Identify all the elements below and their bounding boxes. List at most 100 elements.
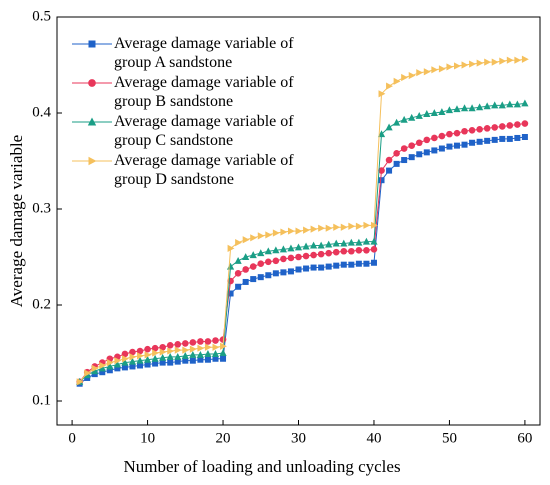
marker — [362, 237, 371, 245]
marker — [483, 125, 491, 132]
marker — [272, 229, 280, 237]
marker — [219, 349, 227, 356]
marker — [226, 262, 235, 270]
marker — [287, 254, 295, 262]
marker — [189, 339, 197, 346]
marker — [415, 139, 423, 147]
y-tick-label: 0.1 — [32, 392, 51, 408]
marker — [386, 167, 393, 174]
marker — [204, 343, 212, 351]
marker — [332, 239, 340, 247]
marker — [370, 259, 377, 266]
marker — [483, 102, 491, 110]
marker — [151, 344, 159, 352]
marker — [91, 367, 99, 375]
legend-item: Average damage variable of group A sands… — [70, 34, 314, 72]
marker — [181, 340, 189, 347]
marker — [393, 77, 401, 85]
marker — [137, 362, 144, 369]
marker — [166, 352, 174, 360]
marker — [242, 253, 250, 260]
marker — [506, 100, 514, 108]
marker — [287, 268, 294, 275]
marker — [378, 90, 386, 98]
marker — [204, 338, 212, 345]
marker — [378, 177, 385, 184]
marker — [212, 337, 219, 344]
marker — [129, 348, 136, 356]
marker — [235, 239, 243, 247]
marker — [114, 365, 121, 372]
marker — [385, 156, 393, 164]
marker — [295, 227, 303, 235]
marker — [189, 345, 197, 353]
marker — [438, 108, 446, 116]
marker — [348, 261, 355, 268]
marker — [280, 269, 287, 276]
marker — [174, 358, 181, 365]
marker — [159, 353, 167, 361]
marker — [370, 246, 378, 253]
marker — [121, 358, 129, 366]
marker — [294, 243, 303, 251]
marker — [151, 354, 159, 362]
marker — [491, 101, 499, 109]
marker — [521, 134, 528, 140]
marker — [468, 104, 476, 112]
legend-label: Average damage variable of group A sands… — [114, 35, 294, 71]
y-axis-label: Average damage variable — [7, 135, 26, 307]
marker — [280, 228, 288, 236]
x-tick-label: 50 — [442, 430, 457, 446]
marker — [430, 109, 438, 116]
marker — [189, 357, 196, 364]
marker — [469, 139, 476, 146]
legend-item: Average damage variable of group B sands… — [70, 73, 314, 111]
marker — [250, 276, 257, 283]
marker — [257, 274, 264, 281]
marker — [476, 103, 484, 111]
marker — [401, 157, 408, 164]
marker — [431, 147, 438, 154]
marker — [272, 257, 280, 265]
marker — [317, 250, 325, 258]
marker — [182, 346, 190, 354]
marker — [265, 272, 272, 279]
marker — [189, 351, 197, 358]
marker — [211, 350, 220, 357]
marker — [514, 56, 522, 64]
marker — [318, 264, 325, 271]
marker — [416, 69, 424, 77]
marker — [227, 244, 235, 252]
marker — [476, 59, 484, 67]
marker — [423, 136, 431, 144]
marker — [499, 57, 507, 65]
marker — [220, 355, 227, 362]
marker — [234, 256, 242, 264]
marker — [453, 105, 461, 113]
marker — [204, 350, 212, 357]
marker — [174, 341, 182, 348]
marker — [445, 106, 454, 114]
marker — [491, 124, 499, 131]
marker — [303, 265, 310, 272]
marker — [431, 134, 438, 142]
marker — [197, 338, 204, 345]
marker — [340, 223, 348, 231]
marker — [310, 225, 318, 233]
marker — [87, 117, 97, 126]
marker — [325, 263, 332, 270]
marker — [355, 222, 363, 230]
x-tick-label: 20 — [216, 430, 231, 446]
marker — [197, 356, 204, 363]
marker — [144, 361, 151, 368]
marker — [91, 364, 99, 372]
marker — [453, 62, 461, 70]
marker — [143, 355, 152, 363]
marker — [159, 359, 166, 366]
marker — [88, 40, 96, 48]
marker — [114, 357, 122, 365]
x-tick-label: 30 — [291, 430, 306, 446]
marker — [295, 253, 302, 261]
marker — [393, 150, 400, 157]
marker — [166, 342, 174, 349]
